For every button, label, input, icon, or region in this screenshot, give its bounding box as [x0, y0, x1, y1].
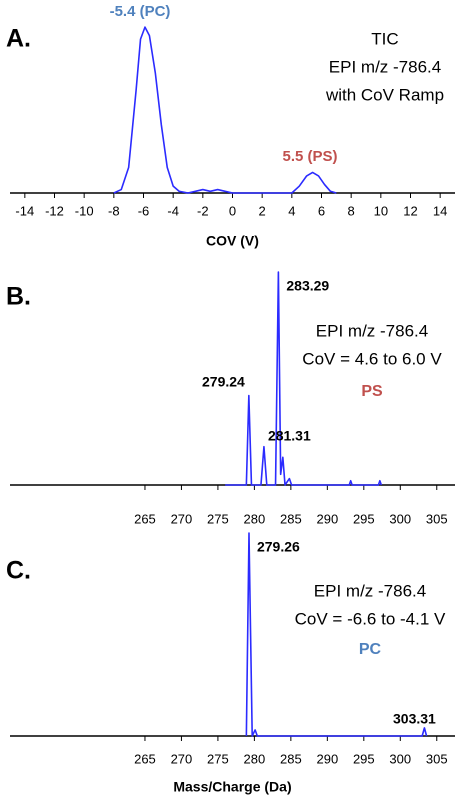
panel-letter: B.: [6, 283, 31, 311]
panel-letter: C.: [6, 557, 31, 585]
annotation: EPI m/z -786.4: [314, 581, 426, 600]
annotation: 281.31: [268, 428, 311, 444]
x-tick-label: 295: [353, 751, 375, 766]
x-tick-label: 0: [229, 203, 236, 218]
annotation: EPI m/z -786.4: [316, 321, 428, 340]
annotation: CoV = -6.6 to -4.1 V: [295, 609, 446, 628]
x-tick-label: 280: [244, 511, 266, 526]
x-tick-label: 10: [374, 203, 388, 218]
x-tick-label: 12: [403, 203, 417, 218]
x-tick-label: -12: [45, 203, 64, 218]
x-tick-label: -14: [15, 203, 34, 218]
annotation: PC: [359, 641, 382, 658]
x-tick-label: 290: [316, 751, 338, 766]
x-tick-label: 6: [318, 203, 325, 218]
annotation: 279.26: [257, 539, 300, 555]
annotation: 303.31: [393, 711, 436, 727]
annotation: 5.5 (PS): [282, 148, 337, 165]
x-tick-label: 4: [288, 203, 295, 218]
x-tick-label: 265: [134, 511, 156, 526]
x-tick-label: 285: [280, 511, 302, 526]
annotation: 279.24: [202, 374, 245, 390]
annotation: with CoV Ramp: [325, 85, 444, 104]
x-tick-label: 305: [426, 751, 448, 766]
x-tick-label: 265: [134, 751, 156, 766]
x-tick-label: 275: [207, 751, 229, 766]
spectrum-line: [245, 532, 428, 737]
x-axis-label: Mass/Charge (Da): [173, 779, 291, 795]
spectrum-line: [113, 26, 337, 194]
x-tick-label: 270: [171, 751, 193, 766]
x-tick-label: 290: [316, 511, 338, 526]
x-tick-label: 295: [353, 511, 375, 526]
annotation: CoV = 4.6 to 6.0 V: [302, 349, 442, 368]
x-tick-label: 280: [244, 751, 266, 766]
x-tick-label: 300: [389, 751, 411, 766]
x-tick-label: 305: [426, 511, 448, 526]
x-tick-label: 2: [259, 203, 266, 218]
x-tick-label: 285: [280, 751, 302, 766]
x-tick-label: 270: [171, 511, 193, 526]
x-axis-label: COV (V): [206, 233, 259, 249]
annotation: EPI m/z -786.4: [329, 57, 441, 76]
x-tick-label: -10: [75, 203, 94, 218]
annotation: PS: [361, 383, 383, 400]
x-tick-label: 275: [207, 511, 229, 526]
x-tick-label: -6: [138, 203, 150, 218]
annotation: -5.4 (PC): [110, 3, 171, 20]
annotation: 283.29: [286, 278, 329, 294]
panel-letter: A.: [6, 25, 31, 53]
x-tick-label: -8: [108, 203, 120, 218]
x-tick-label: 8: [348, 203, 355, 218]
x-tick-label: -2: [197, 203, 209, 218]
x-tick-label: 14: [433, 203, 447, 218]
x-tick-label: 300: [389, 511, 411, 526]
spectrum-line: [225, 271, 383, 486]
annotation: TIC: [371, 29, 398, 48]
x-tick-label: -4: [167, 203, 179, 218]
